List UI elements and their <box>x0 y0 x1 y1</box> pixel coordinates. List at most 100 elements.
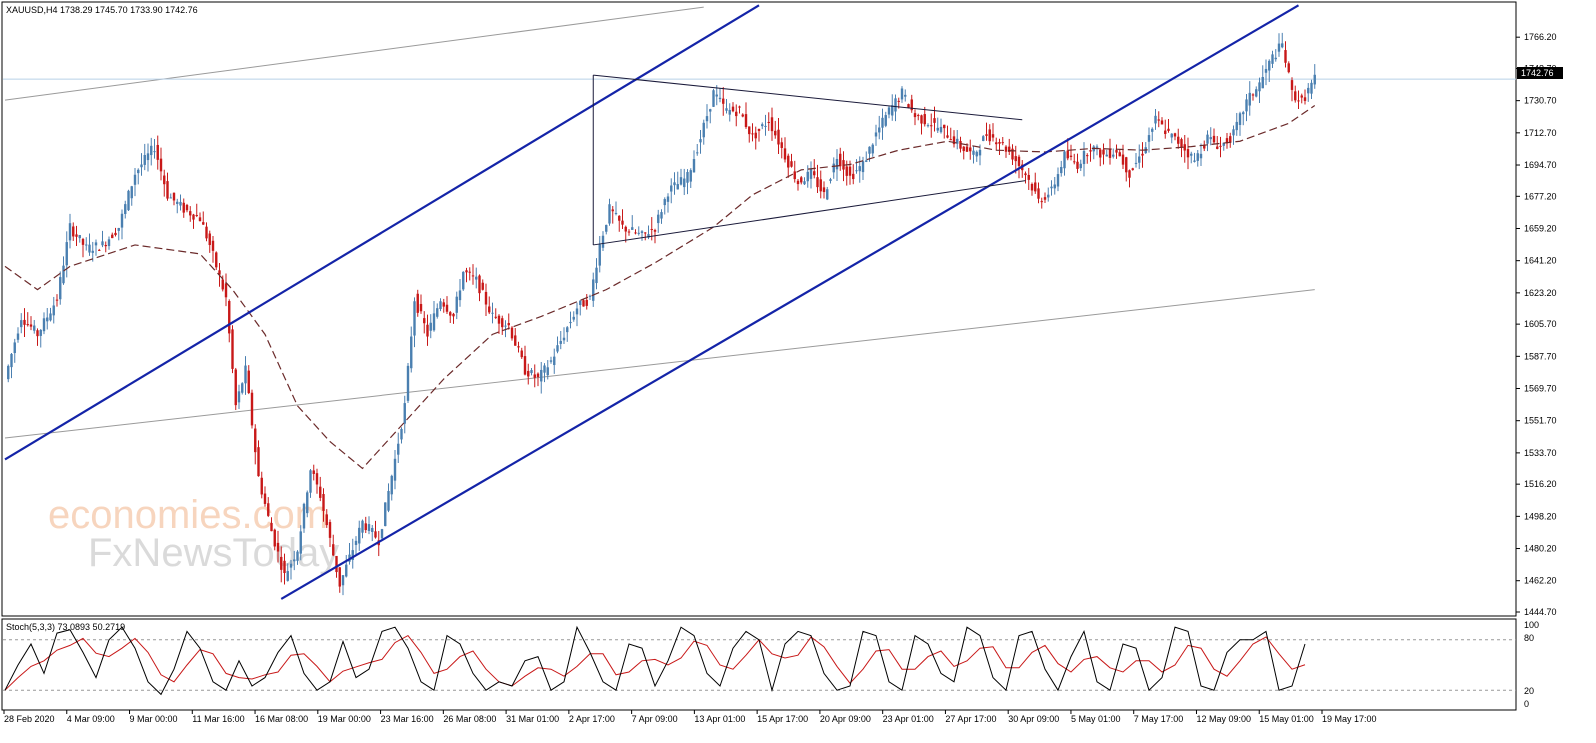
candle-bear <box>1034 182 1037 192</box>
time-tick-label: 31 Mar 01:00 <box>506 714 559 724</box>
candle-bear <box>1131 168 1134 170</box>
candle-bear <box>910 99 913 111</box>
candle-bear <box>796 180 800 185</box>
candle-bear <box>374 531 377 538</box>
candle-bull <box>1053 184 1056 189</box>
candle-bear <box>416 293 419 313</box>
price-tick-label: 1730.70 <box>1524 96 1557 106</box>
candle-bull <box>91 250 94 253</box>
candle-bull <box>1151 128 1154 132</box>
candle-bear <box>722 98 725 104</box>
candle-bull <box>33 325 36 331</box>
candle-bear <box>1118 152 1121 157</box>
candle-bull <box>530 370 533 374</box>
candle-bull <box>140 164 143 168</box>
candle-bear <box>189 211 192 216</box>
candle-bear <box>920 115 923 124</box>
candle-bull <box>1222 142 1225 146</box>
candle-bull <box>176 201 179 204</box>
candle-bear <box>988 129 991 142</box>
candle-bull <box>1255 89 1258 97</box>
candle-bear <box>813 171 816 176</box>
candle-bull <box>543 365 546 373</box>
candle-bull <box>1079 163 1082 169</box>
candle-bear <box>445 304 449 312</box>
moving-average-line <box>4 104 1316 470</box>
time-tick-label: 11 Mar 16:00 <box>192 714 244 724</box>
candle-bear <box>208 233 211 246</box>
candle-bear <box>484 291 488 305</box>
candle-bear <box>280 556 283 570</box>
candle-bear <box>1128 170 1131 178</box>
candle-bull <box>78 235 81 239</box>
candle-bull <box>640 231 644 233</box>
candle-bull <box>566 327 569 333</box>
candle-bull <box>696 152 699 154</box>
candle-bull <box>709 109 712 112</box>
candle-bull <box>1268 60 1271 71</box>
candle-bear <box>1167 128 1170 131</box>
candle-bull <box>878 127 881 133</box>
candle-bull <box>826 189 829 200</box>
candle-bear <box>1125 157 1128 173</box>
candle-bull <box>1310 82 1313 94</box>
candle-bull <box>900 88 904 100</box>
candle-bear <box>800 177 803 183</box>
candle-bull <box>1258 82 1261 92</box>
candle-bear <box>322 494 325 511</box>
main-pane-frame <box>1 1 1517 617</box>
candle-bull <box>1105 154 1108 157</box>
candle-bull <box>241 383 244 393</box>
candle-bull <box>1264 68 1268 73</box>
candle-bull <box>384 502 387 527</box>
candle-bear <box>991 134 995 138</box>
candle-bull <box>553 356 556 366</box>
time-tick-label: 23 Apr 01:00 <box>883 714 934 724</box>
candle-bull <box>455 296 458 313</box>
candle-bear <box>839 153 842 167</box>
price-tick-label: 1533.70 <box>1524 448 1557 458</box>
candle-bear <box>218 270 221 275</box>
candle-bull <box>637 232 640 234</box>
candle-bull <box>676 184 679 190</box>
candle-bear <box>585 299 588 306</box>
candle-bull <box>926 125 930 127</box>
symbol-header: XAUUSD,H4 1738.29 1745.70 1733.90 1742.7… <box>6 5 198 15</box>
candle-bull <box>179 201 182 206</box>
candle-bull <box>1170 133 1173 138</box>
candle-bull <box>575 308 579 315</box>
candle-bear <box>478 275 481 294</box>
candle-bear <box>1303 97 1307 101</box>
candle-bull <box>462 271 465 290</box>
time-tick-label: 19 May 17:00 <box>1322 714 1377 724</box>
channel-upper-line <box>4 4 760 461</box>
candle-bull <box>302 503 306 529</box>
candle-bull <box>702 122 705 138</box>
candle-bear <box>845 166 848 176</box>
candle-bull <box>1242 112 1245 115</box>
candle-bear <box>650 228 653 230</box>
candle-bull <box>663 199 666 206</box>
candle-bull <box>59 277 62 300</box>
candle-bull <box>1261 76 1264 89</box>
candle-bull <box>835 158 839 170</box>
candle-bull <box>1056 174 1060 187</box>
trend-mid-gray-line <box>4 289 1315 439</box>
candle-bear <box>1284 50 1287 63</box>
candle-bear <box>1089 150 1092 152</box>
candle-bear <box>767 121 770 123</box>
candle-bear <box>819 179 822 192</box>
candle-bull <box>52 305 55 316</box>
candle-bull <box>150 145 153 156</box>
candle-bull <box>1238 113 1242 125</box>
candle-bull <box>1190 153 1193 156</box>
candle-bull <box>293 559 296 562</box>
candle-bear <box>816 177 819 188</box>
candle-bull <box>237 391 241 403</box>
candle-bear <box>481 282 484 290</box>
candle-bull <box>13 342 16 354</box>
candle-bull <box>666 196 670 202</box>
candle-bear <box>735 111 738 117</box>
candle-bull <box>699 139 702 143</box>
